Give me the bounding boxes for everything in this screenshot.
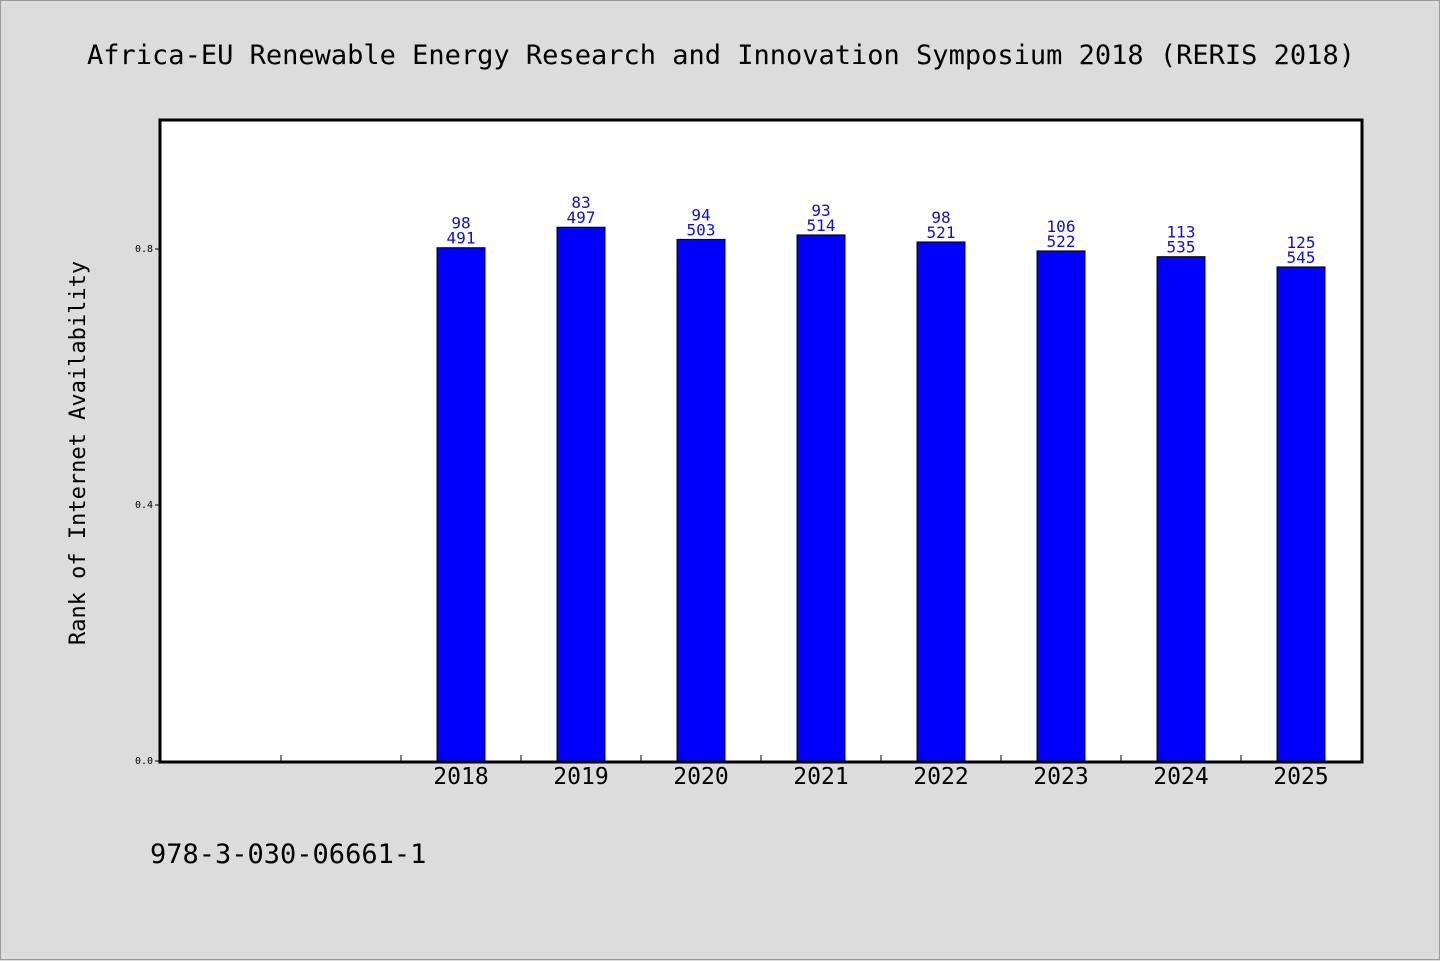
x-tick-label: 2021 [793, 764, 848, 790]
bar-label-top: 94 [691, 205, 710, 224]
bar [1036, 250, 1086, 762]
x-tick-label: 2020 [673, 764, 728, 790]
bar-label-top: 98 [931, 208, 950, 227]
bar [1156, 256, 1206, 762]
ticks-layer [155, 248, 1242, 762]
bar [676, 238, 726, 762]
bar-label-bottom: 522 [1047, 232, 1076, 251]
bar-label-top: 83 [571, 193, 590, 212]
x-tick-label: 2022 [913, 764, 968, 790]
x-tick-label: 2023 [1033, 764, 1088, 790]
y-tick-label: 0.8 [135, 244, 153, 255]
x-tick-label: 2024 [1153, 764, 1208, 790]
footer-isbn: 978-3-030-06661-1 [150, 839, 426, 870]
bar [436, 247, 486, 762]
bar-label-bottom: 497 [567, 208, 596, 227]
bar-label-bottom: 521 [927, 223, 956, 242]
y-axis-label: Rank of Internet Availability [66, 261, 91, 645]
y-tick-label: 0.4 [135, 500, 153, 511]
bar [796, 234, 846, 762]
bar-label-top: 106 [1047, 217, 1076, 236]
chart-title: Africa-EU Renewable Energy Research and … [87, 40, 1355, 71]
x-tick-label: 2025 [1273, 764, 1328, 790]
bar-label-top: 125 [1287, 233, 1316, 252]
labels-layer: 0.00.40.84919820184978320195039420205149… [135, 193, 1329, 790]
bar-label-top: 93 [811, 201, 830, 220]
bar-label-bottom: 503 [687, 220, 716, 239]
x-tick-label: 2018 [433, 764, 488, 790]
x-tick-label: 2019 [553, 764, 608, 790]
bar [1276, 266, 1326, 762]
bar [556, 226, 606, 762]
bar-label-top: 113 [1167, 223, 1196, 242]
bar-label-bottom: 514 [807, 216, 836, 235]
bars-layer [436, 226, 1326, 762]
bar-label-bottom: 535 [1167, 238, 1196, 257]
bar-label-bottom: 491 [447, 229, 476, 248]
y-tick-label: 0.0 [135, 756, 153, 767]
bar [916, 241, 966, 762]
bar-label-top: 98 [451, 214, 470, 233]
bar-label-bottom: 545 [1287, 248, 1316, 267]
